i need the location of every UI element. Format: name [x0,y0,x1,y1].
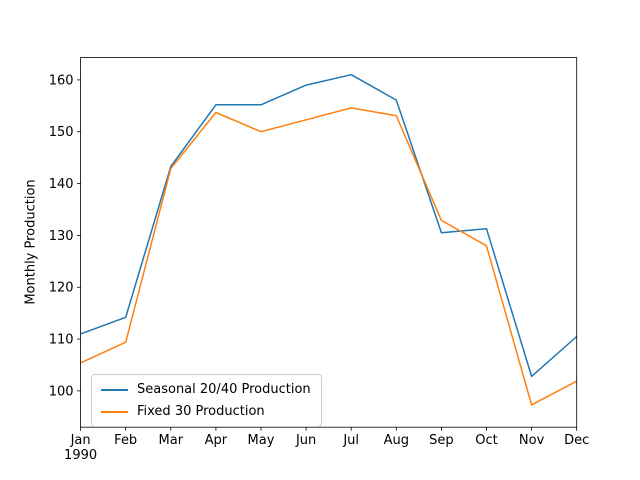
x-tick-label: Nov [519,433,545,448]
legend: Seasonal 20/40 Production Fixed 30 Produ… [91,374,322,427]
series-line-1 [80,107,578,406]
x-tick-label: Apr [205,433,228,448]
y-tick-label: 140 [49,177,74,192]
x-tick-label: Jan [70,433,91,448]
x-tick-label: Feb [114,433,137,448]
x-tick-label: Aug [384,433,409,448]
y-tick-label: 100 [49,384,74,399]
y-tick-label: 130 [49,229,74,244]
x-tick-label: Jun [295,433,316,448]
series-line-0 [80,73,578,378]
y-axis-label: Monthly Production [23,179,39,305]
legend-label-fixed: Fixed 30 Production [137,404,265,419]
y-tick-label: 120 [49,281,74,296]
axes-frame [80,57,578,428]
legend-entry-fixed: Fixed 30 Production [101,403,311,420]
x-tick-label: May [248,433,275,448]
x-tick-label: Dec [564,433,589,448]
x-tick-label: Jul [342,433,359,448]
x-tick-year-label: 1990 [64,448,97,463]
x-tick-label: Mar [159,433,184,448]
y-tick-label: 160 [49,73,74,88]
legend-line-sample-orange [101,410,128,413]
legend-entry-seasonal: Seasonal 20/40 Production [101,381,311,398]
x-tick-label: Oct [475,433,497,448]
legend-label-seasonal: Seasonal 20/40 Production [137,382,311,397]
y-tick-label: 150 [49,125,74,140]
x-tick-label: Sep [429,433,454,448]
legend-line-sample-blue [101,388,128,391]
y-tick-label: 110 [49,333,74,348]
